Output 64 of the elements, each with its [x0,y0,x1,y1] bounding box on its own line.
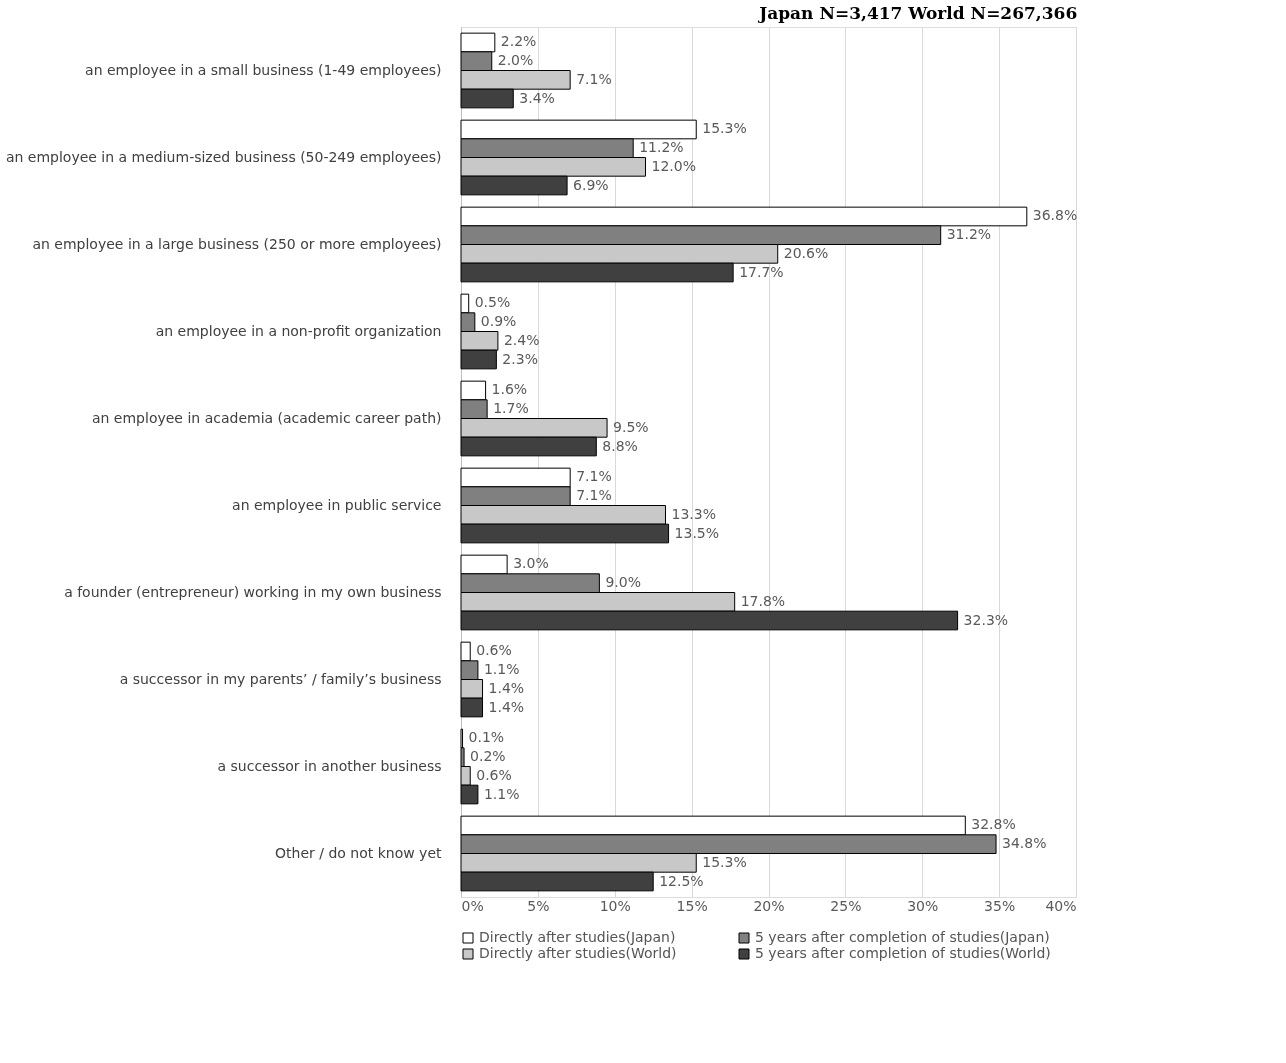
data-label: 1.6% [491,381,528,398]
data-label: 31.2% [946,226,992,243]
x-tick-label: 5% [527,897,550,914]
data-label: 2.3% [502,350,538,367]
y-tick-label: an employee in a non-profit organization [155,322,442,339]
x-tick-label: 35% [984,897,1016,914]
data-label: 34.8% [1002,835,1047,852]
data-label: 15.3% [702,853,747,870]
x-tick-label: 0% [461,897,484,914]
data-label: 17.7% [739,263,784,280]
data-label: 13.5% [674,524,720,541]
data-label: 2.0% [497,52,534,69]
data-label: 12.5% [659,872,704,889]
y-tick-label: an employee in a large business (250 or more employees) [32,235,442,252]
data-label: 8.8% [602,437,638,454]
data-label: 11.2% [639,139,684,156]
y-tick-label: an employee in academia (academic career path) [91,409,442,426]
y-tick-label: Other / do not know yet [275,844,443,861]
y-tick-label: an employee in a small business (1-49 employees) [85,61,442,78]
x-tick-label: 40% [1045,897,1077,914]
legend-label: Directly after studies(Japan) [479,929,676,945]
data-label: 1.7% [493,400,529,417]
chart-title: Japan N=3,417 World N=267,366 [757,3,1078,23]
data-label: 3.0% [513,555,549,572]
legend-label: 5 years after completion of studies(World) [755,945,1051,961]
data-label: 0.2% [470,748,506,765]
data-label: 2.4% [503,331,540,348]
data-label: 7.1% [576,70,612,87]
data-label: 1.1% [483,785,520,802]
data-label: 7.1% [576,468,612,485]
data-label: 0.9% [480,313,517,330]
legend-label: 5 years after completion of studies(Japan) [755,929,1050,945]
data-label: 2.2% [500,33,537,50]
data-label: 12.0% [651,157,696,174]
data-label: 15.3% [702,120,747,137]
data-label: 7.1% [576,487,612,504]
data-label: 17.8% [740,592,786,609]
data-label: 1.4% [488,679,525,696]
data-label: 1.1% [483,661,520,678]
x-tick-label: 20% [753,897,785,914]
data-label: 6.9% [573,176,609,193]
y-tick-label: an employee in public service [232,496,442,513]
y-tick-label: a successor in another business [217,757,442,774]
data-label: 9.5% [613,418,649,435]
y-tick-label: a founder (entrepreneur) working in my own business [64,583,442,600]
legend-label: Directly after studies(World) [479,945,677,961]
y-tick-label: a successor in my parents’ / family’s business [119,670,442,687]
data-label: 0.6% [476,766,512,783]
data-label: 3.4% [519,89,555,106]
data-label: 9.0% [605,574,641,591]
data-label: 32.3% [963,611,1009,628]
data-label: 1.4% [488,698,525,715]
data-label: 32.8% [971,816,1016,833]
x-tick-label: 25% [830,897,862,914]
data-label: 0.5% [474,294,511,311]
data-label: 0.1% [468,729,505,746]
x-tick-label: 15% [676,897,708,914]
data-label: 13.3% [671,505,716,522]
data-label: 0.6% [476,642,512,659]
data-label: 20.6% [783,244,829,261]
x-tick-label: 10% [599,897,631,914]
data-label: 36.8% [1032,207,1078,224]
y-tick-label: an employee in a medium-sized business (50-249 employees) [5,148,442,165]
x-tick-label: 30% [907,897,939,914]
